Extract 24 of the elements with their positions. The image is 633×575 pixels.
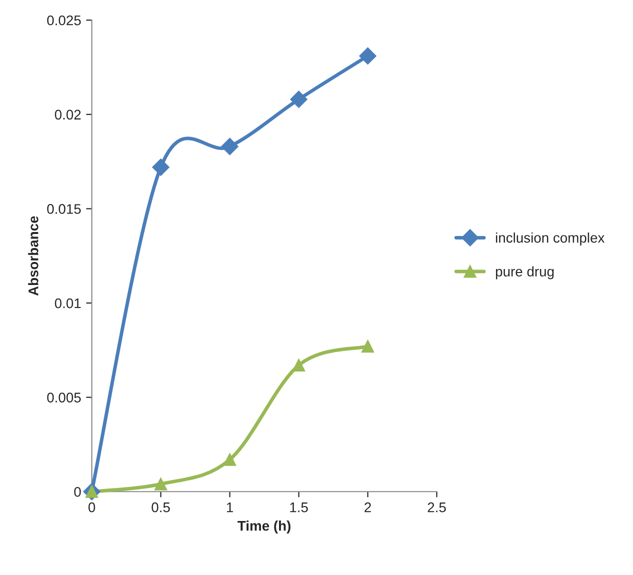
legend-label: pure drug [496, 266, 554, 280]
point [154, 478, 168, 490]
y-tick-label: 0.015 [47, 204, 81, 214]
y-tick-label: 0.02 [54, 110, 81, 120]
x-tick-label: 1 [226, 502, 233, 512]
x-axis-title: Time (h) [238, 520, 290, 534]
point [224, 453, 236, 466]
y-tick-label: 0 [74, 486, 81, 497]
y-tick-label: 0.025 [47, 15, 81, 26]
y-tick-label: 0.005 [47, 392, 81, 402]
y-tick-label: 0.01 [54, 298, 81, 308]
x-tick-label: 1.5 [290, 502, 308, 512]
point [359, 47, 376, 65]
x-tick-label: 2 [364, 502, 371, 512]
point [292, 359, 306, 372]
point [290, 90, 308, 108]
x-tick-label: 2.5 [428, 502, 446, 512]
y-axis-title: Absorbance [28, 216, 38, 296]
point [362, 340, 374, 353]
legend-label: inclusion complex [496, 232, 605, 246]
point [152, 158, 170, 176]
x-tick-label: 0.5 [152, 502, 170, 512]
x-tick-label: 0 [88, 502, 96, 512]
point [221, 138, 238, 156]
